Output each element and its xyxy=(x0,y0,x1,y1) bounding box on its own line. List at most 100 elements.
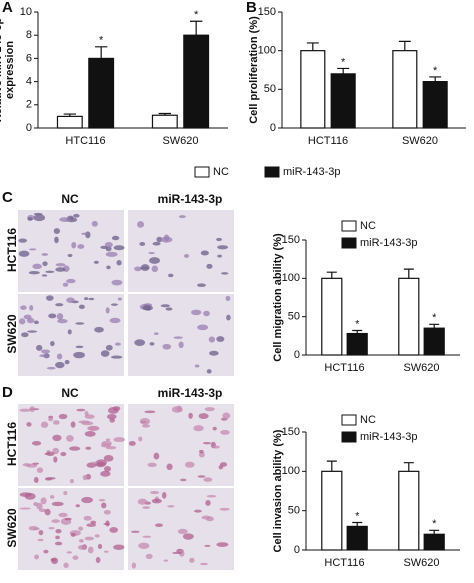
cell xyxy=(28,271,40,275)
cell xyxy=(48,417,54,422)
x-tick-label: SW620 xyxy=(162,135,198,147)
cell xyxy=(57,318,68,324)
cell xyxy=(29,248,37,251)
cell xyxy=(21,332,29,338)
cell xyxy=(148,251,155,255)
micrograph xyxy=(18,488,125,570)
cell xyxy=(141,424,151,428)
cell xyxy=(114,342,121,346)
cell xyxy=(180,478,187,482)
error-bar xyxy=(326,271,337,279)
cell xyxy=(199,449,204,454)
cell xyxy=(130,530,140,533)
error-bar xyxy=(326,460,337,472)
cell xyxy=(90,520,97,525)
cell xyxy=(184,253,190,258)
cell xyxy=(29,305,34,311)
cell xyxy=(19,408,31,412)
bar xyxy=(183,34,210,129)
cell xyxy=(78,304,85,310)
cell xyxy=(151,498,162,504)
x-tick-label: HTC116 xyxy=(65,135,105,147)
cell xyxy=(103,509,111,515)
significance-marker: * xyxy=(432,312,437,324)
cell xyxy=(81,421,94,426)
cell xyxy=(33,320,39,325)
cell xyxy=(137,498,148,505)
cell xyxy=(178,215,186,219)
cell xyxy=(138,542,150,549)
cell xyxy=(41,253,49,256)
cell xyxy=(56,353,63,360)
cell xyxy=(152,241,161,246)
cell xyxy=(163,559,169,562)
y-tick-label: 0 xyxy=(294,544,300,556)
cell xyxy=(113,245,125,251)
bar xyxy=(300,50,326,129)
cell xyxy=(49,494,55,499)
cell xyxy=(206,494,217,498)
cell xyxy=(69,478,74,484)
cell xyxy=(64,359,70,365)
cell xyxy=(84,411,89,416)
x-tick-label: HCT116 xyxy=(324,362,364,374)
micrograph-bg xyxy=(18,210,124,292)
cell xyxy=(110,355,123,359)
cell xyxy=(176,405,182,412)
cell xyxy=(77,244,85,249)
cell xyxy=(53,456,58,463)
y-axis-label: expression xyxy=(4,41,16,99)
cell xyxy=(197,283,206,287)
cell xyxy=(91,220,98,227)
cell xyxy=(40,349,51,354)
cell xyxy=(91,461,98,465)
cell xyxy=(63,562,69,569)
cell xyxy=(149,342,155,346)
cell xyxy=(40,421,49,428)
cell xyxy=(36,344,43,351)
cell xyxy=(209,350,219,356)
cell xyxy=(45,270,55,274)
cell xyxy=(106,413,117,420)
significance-marker: * xyxy=(432,518,437,530)
x-tick-label: SW620 xyxy=(403,557,439,569)
y-tick-label: 100 xyxy=(282,465,300,477)
cell xyxy=(40,497,47,505)
micrograph xyxy=(18,210,125,292)
cell xyxy=(34,554,40,560)
cell xyxy=(22,463,31,467)
cell xyxy=(178,341,184,349)
cell xyxy=(44,508,51,516)
cell xyxy=(27,330,38,333)
cell xyxy=(81,496,93,504)
cell xyxy=(83,515,92,521)
column-label: NC xyxy=(61,386,79,400)
cell xyxy=(216,542,229,547)
cell xyxy=(56,313,64,320)
cell xyxy=(19,507,31,510)
significance-marker: * xyxy=(433,65,438,77)
legend-label: NC xyxy=(360,414,376,426)
y-tick-label: 150 xyxy=(282,234,300,246)
cell xyxy=(221,272,229,275)
y-tick-label: 100 xyxy=(282,272,300,284)
cell xyxy=(55,303,64,307)
cell xyxy=(216,237,223,242)
cell xyxy=(160,304,171,308)
cell xyxy=(46,451,55,457)
cell xyxy=(32,462,40,465)
cell xyxy=(167,505,175,508)
cell xyxy=(76,408,86,412)
significance-marker: * xyxy=(355,318,360,330)
cell xyxy=(104,242,113,248)
cell xyxy=(52,447,60,455)
cell xyxy=(188,412,193,419)
cell xyxy=(168,273,174,278)
cell xyxy=(81,232,89,236)
y-tick-label: 50 xyxy=(288,505,300,517)
y-tick-label: 150 xyxy=(282,426,300,438)
cell xyxy=(84,536,95,541)
bar xyxy=(398,277,420,356)
cell xyxy=(219,507,230,511)
